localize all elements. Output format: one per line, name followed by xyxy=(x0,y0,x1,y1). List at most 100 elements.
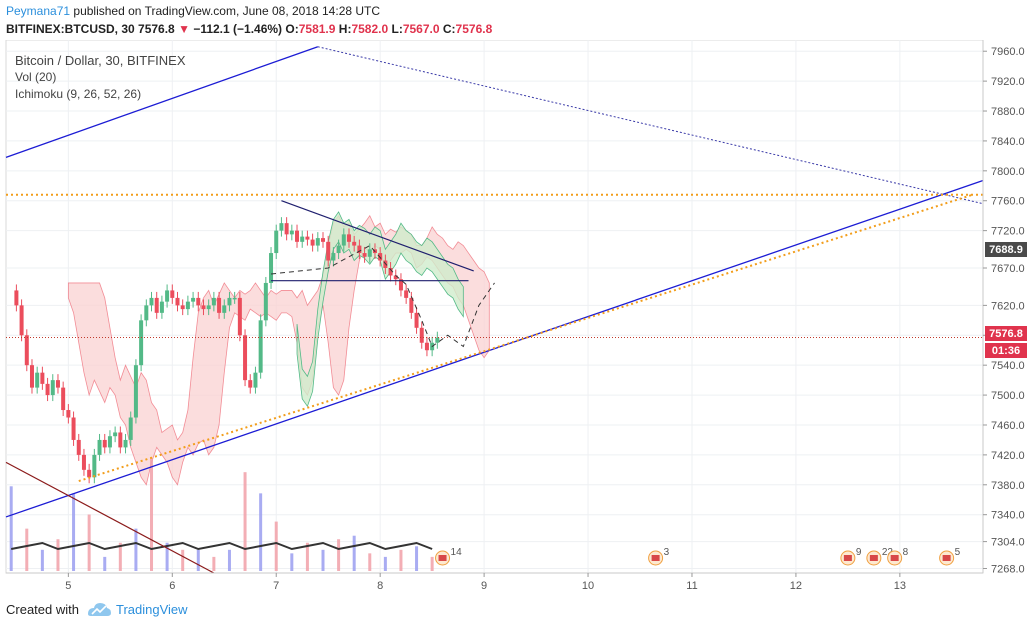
candle-body xyxy=(206,305,211,310)
volume-ma-line xyxy=(11,541,433,551)
candle-body xyxy=(362,253,367,257)
candle-body xyxy=(102,439,107,448)
event-count: 22 xyxy=(882,547,894,558)
volume-bar xyxy=(430,556,434,571)
price-tick-label: 7840.0 xyxy=(991,136,1025,148)
time-tick-label: 8 xyxy=(377,580,383,592)
trendline-brown xyxy=(5,461,215,574)
candle-body xyxy=(331,253,336,261)
close-value: 7576.8 xyxy=(455,22,493,36)
volume-bar xyxy=(165,542,169,571)
down-arrow-icon: ▼ xyxy=(178,22,190,36)
candle-body xyxy=(424,342,429,351)
candle-body xyxy=(414,312,419,328)
candle-body xyxy=(393,275,398,280)
close-label: C: xyxy=(442,22,456,36)
candle-body xyxy=(237,297,242,336)
candle-body xyxy=(269,253,274,283)
event-flag-stripe xyxy=(438,555,447,561)
tradingview-brand[interactable]: TradingView xyxy=(116,602,188,617)
trendline-blue-dotted xyxy=(317,46,984,205)
last-price-tag-bg xyxy=(985,326,1027,341)
legend-main[interactable]: Bitcoin / Dollar, 30, BITFINEX xyxy=(15,53,186,68)
candle-body xyxy=(118,432,123,448)
price-chart[interactable]: 7960.0 7920.0 7880.0 7840.0 7800.0 7760.0 7720… xyxy=(0,40,1035,595)
volume-bar xyxy=(305,542,309,571)
candle-body xyxy=(19,305,24,336)
author-link[interactable]: Peymana71 xyxy=(6,4,71,18)
candle-body xyxy=(71,417,76,440)
low-value: 7567.0 xyxy=(402,22,440,36)
candle-body xyxy=(398,279,403,291)
low-label: L: xyxy=(391,22,403,36)
volume-bars xyxy=(9,458,434,571)
cloud-green xyxy=(296,211,464,408)
volume-bar xyxy=(368,553,372,571)
volume-bar xyxy=(399,549,403,571)
price-tick-label: 7340.0 xyxy=(991,510,1025,522)
candle-body xyxy=(367,249,372,257)
candle-body xyxy=(87,469,92,478)
volume-bar xyxy=(227,549,231,571)
price-axis[interactable]: 7960.0 7920.0 7880.0 7840.0 7800.0 7760.0 7720… xyxy=(982,40,1025,576)
volume-bar xyxy=(290,553,294,571)
candle-body xyxy=(154,297,159,313)
candle-body xyxy=(113,432,118,437)
candle-body xyxy=(248,380,253,388)
volume-bar xyxy=(212,556,216,571)
volume-bar xyxy=(274,521,278,571)
high-value: 7582.0 xyxy=(351,22,389,36)
volume-bar xyxy=(383,556,387,571)
candle-body xyxy=(409,297,414,313)
candle-body xyxy=(128,417,133,440)
candle-body xyxy=(263,282,268,321)
event-count: 5 xyxy=(955,547,961,558)
time-tick-label: 7 xyxy=(273,580,279,592)
created-with-text: Created with xyxy=(6,602,79,617)
symbol-label: BITFINEX:BTCUSD, 30 xyxy=(6,22,135,36)
volume-bar xyxy=(321,549,325,571)
price-tick-label: 7420.0 xyxy=(991,450,1025,462)
price-tick-label: 7500.0 xyxy=(991,390,1025,402)
candle-body xyxy=(144,305,149,321)
legend-volume[interactable]: Vol (20) xyxy=(15,70,57,84)
publish-line: Peymana71 published on TradingView.com, … xyxy=(6,4,380,18)
upper-price-tag-bg xyxy=(985,242,1027,257)
event-flag-stripe xyxy=(890,555,899,561)
legend-ichimoku[interactable]: Ichimoku (9, 26, 52, 26) xyxy=(15,87,142,101)
candle-body xyxy=(139,320,144,366)
candle-body xyxy=(321,238,326,242)
volume-bar xyxy=(415,546,419,571)
tradingview-logo-icon[interactable] xyxy=(86,600,112,618)
event-markers[interactable]: 14 3 9 22 8 5 xyxy=(435,547,961,566)
trendline-orange-dotted xyxy=(78,193,973,483)
high-label: H: xyxy=(338,22,352,36)
price-tick-label: 7304.0 xyxy=(991,537,1025,549)
candle-body xyxy=(435,337,440,343)
candle-body xyxy=(243,335,248,381)
candle-body xyxy=(274,230,279,254)
candle-body xyxy=(24,335,29,366)
chart-legend: Bitcoin / Dollar, 30, BITFINEX Vol (20) … xyxy=(15,52,186,103)
candle-body xyxy=(45,383,50,396)
last-price-tag-text: 7576.8 xyxy=(989,328,1023,340)
volume-bar xyxy=(337,539,341,571)
price-tick-label: 7880.0 xyxy=(991,106,1025,118)
event-flag-stripe xyxy=(843,555,852,561)
candle-body xyxy=(35,372,40,388)
time-axis[interactable]: 5 6 7 8 9 10 11 12 13 xyxy=(6,572,983,592)
trendlines[interactable] xyxy=(5,46,984,574)
plot-area[interactable] xyxy=(5,40,984,574)
price-tick-label: 7380.0 xyxy=(991,480,1025,492)
price-tick-label: 7460.0 xyxy=(991,420,1025,432)
candle-body xyxy=(404,290,409,298)
event-count: 9 xyxy=(856,547,862,558)
price-tick-label: 7620.0 xyxy=(991,300,1025,312)
last-price: 7576.8 xyxy=(138,22,175,36)
event-count: 3 xyxy=(664,547,670,558)
candle-body xyxy=(341,234,346,246)
candle-body xyxy=(201,305,206,310)
candle-body xyxy=(196,297,201,306)
candle-body xyxy=(346,234,351,242)
time-tick-label: 12 xyxy=(790,580,802,592)
